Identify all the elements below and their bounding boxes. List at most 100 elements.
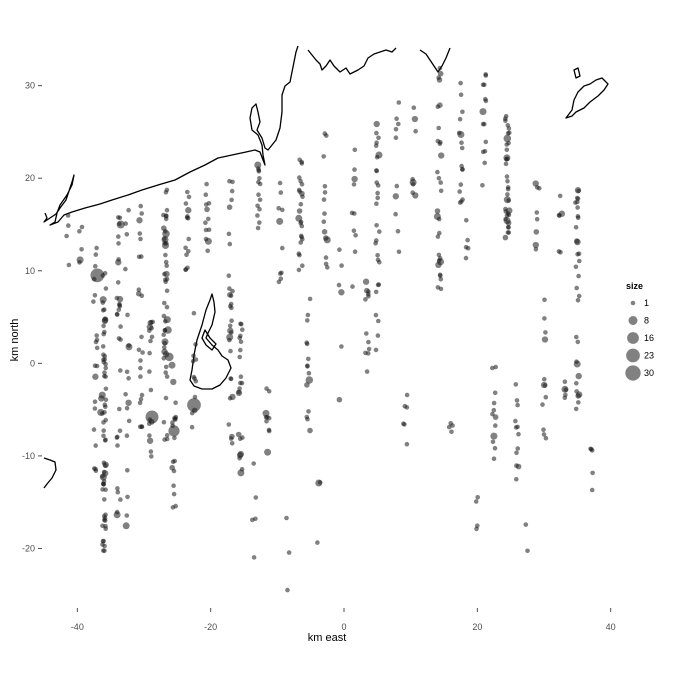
data-point	[251, 461, 256, 466]
data-point	[534, 216, 540, 222]
data-point	[204, 206, 210, 213]
legend-label: 23	[644, 351, 654, 361]
data-point	[576, 251, 582, 256]
data-point	[323, 261, 329, 267]
data-point	[93, 252, 99, 257]
data-point	[189, 410, 195, 416]
data-point	[514, 450, 519, 456]
data-point-large	[168, 361, 176, 369]
data-point	[514, 477, 519, 482]
data-point	[299, 161, 305, 166]
data-point	[413, 128, 418, 134]
data-point	[502, 234, 509, 241]
data-point	[492, 445, 498, 451]
data-point	[161, 225, 167, 231]
data-point	[147, 433, 152, 438]
data-point	[276, 217, 284, 225]
data-point	[483, 96, 488, 102]
legend-key	[630, 300, 636, 306]
data-point	[257, 181, 263, 187]
data-point-large	[170, 378, 177, 386]
data-point	[148, 449, 154, 454]
data-point	[103, 361, 108, 367]
data-point-large	[305, 376, 314, 384]
data-point	[250, 517, 255, 523]
data-point	[103, 316, 108, 322]
data-point	[101, 469, 107, 475]
data-point	[513, 382, 519, 387]
data-point	[394, 116, 399, 121]
data-point	[124, 513, 130, 518]
data-point	[228, 376, 234, 382]
data-point	[573, 406, 579, 412]
data-point	[483, 72, 489, 77]
data-point	[437, 102, 443, 108]
data-point-large	[165, 352, 174, 362]
data-point	[364, 331, 369, 336]
data-point	[226, 231, 232, 237]
data-point	[163, 395, 169, 401]
data-point	[230, 288, 235, 294]
northeast-island	[565, 67, 609, 119]
data-point	[438, 286, 444, 292]
data-point	[164, 207, 170, 213]
data-point	[336, 282, 342, 288]
data-point	[540, 402, 545, 407]
data-point	[321, 229, 328, 235]
data-point	[125, 399, 132, 406]
data-point	[203, 192, 209, 197]
data-point-large	[145, 410, 159, 424]
data-point	[438, 188, 444, 194]
data-point	[375, 190, 380, 196]
data-point	[226, 422, 232, 427]
data-point	[438, 139, 443, 145]
data-point	[575, 339, 581, 345]
data-point	[296, 267, 302, 273]
data-point	[541, 427, 546, 433]
data-point	[164, 263, 169, 269]
data-point	[317, 480, 323, 485]
data-point	[124, 232, 130, 237]
data-point	[92, 373, 99, 380]
data-point	[404, 392, 410, 398]
data-point-large	[98, 395, 105, 402]
data-point	[264, 386, 269, 391]
data-point	[101, 433, 106, 439]
data-point	[285, 587, 290, 593]
data-point	[353, 233, 358, 238]
data-point	[373, 120, 380, 128]
data-point	[516, 431, 521, 437]
data-point	[163, 319, 168, 324]
data-point	[164, 374, 170, 379]
data-point	[295, 214, 303, 222]
data-point	[506, 198, 512, 203]
data-point	[575, 205, 580, 210]
data-point	[562, 395, 568, 401]
data-point	[139, 392, 145, 398]
data-point	[115, 434, 120, 440]
data-point	[436, 252, 442, 258]
data-point	[123, 392, 128, 397]
data-point	[171, 483, 176, 489]
data-point	[574, 195, 580, 201]
data-point	[463, 255, 469, 261]
data-point	[305, 318, 310, 323]
y-tick-label: -10	[22, 451, 35, 461]
data-point	[492, 414, 499, 420]
data-point	[297, 175, 302, 180]
data-point	[306, 356, 311, 362]
data-point	[186, 194, 192, 200]
data-point	[79, 247, 84, 252]
data-point	[276, 206, 282, 211]
data-point	[410, 182, 416, 187]
data-point	[322, 211, 327, 216]
data-point	[139, 424, 145, 430]
data-point	[515, 446, 521, 451]
data-point	[337, 247, 342, 252]
data-point	[102, 543, 107, 549]
data-point	[186, 249, 191, 254]
data-point	[376, 318, 381, 324]
data-point	[100, 308, 106, 313]
data-point	[191, 374, 197, 380]
data-point	[304, 414, 310, 420]
